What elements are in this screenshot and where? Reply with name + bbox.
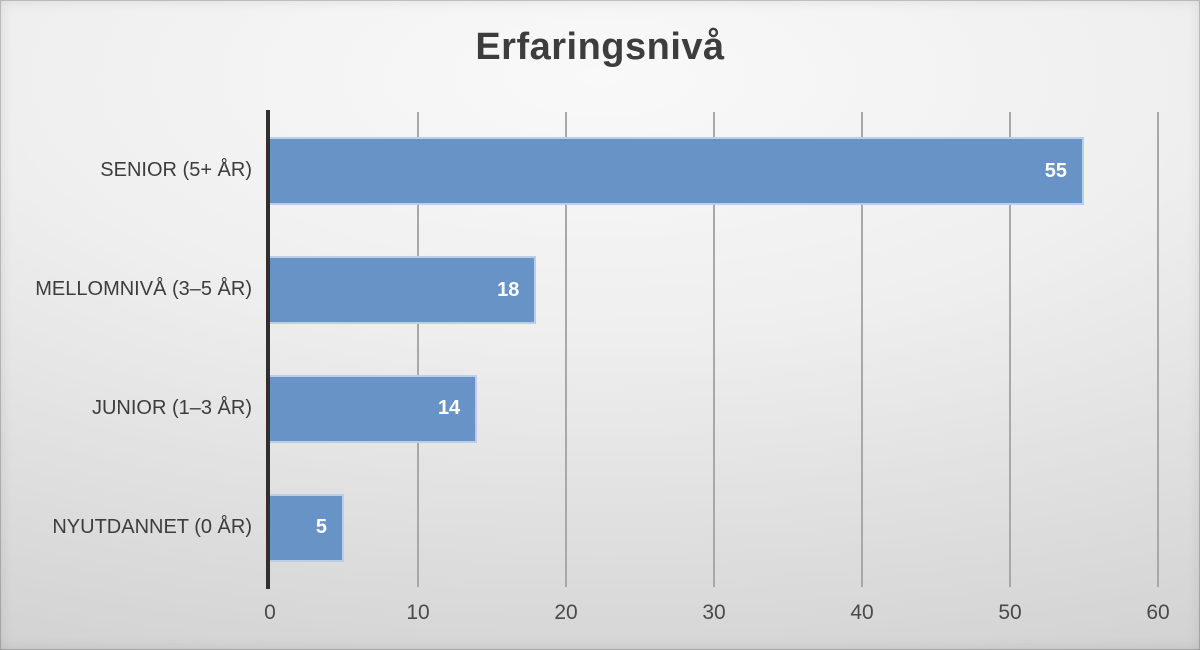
- bar-value-label: 5: [315, 516, 327, 539]
- bar-3: 5: [270, 493, 344, 562]
- bar-0: 55: [270, 137, 1084, 206]
- gridline-x40: [861, 112, 863, 587]
- x-tick-label-10: 10: [406, 601, 430, 624]
- bar-value-label: 18: [497, 278, 520, 301]
- category-label-2: JUNIOR (1–3 ÅR): [91, 396, 252, 419]
- x-tick-label-0: 0: [264, 601, 276, 624]
- x-tick-label-20: 20: [554, 601, 578, 624]
- chart-title: Erfaringsnivå: [475, 26, 725, 68]
- gridline-x10: [417, 112, 419, 587]
- bar-value-label: 55: [1044, 159, 1067, 182]
- x-tick-label-30: 30: [702, 601, 726, 624]
- bar-2: 14: [270, 374, 478, 443]
- bar-value-label: 14: [437, 397, 461, 420]
- gridline-x30: [713, 112, 715, 587]
- y-axis-line: [266, 110, 270, 589]
- gridline-x50: [1009, 112, 1011, 587]
- x-tick-label-40: 40: [850, 601, 874, 624]
- gridline-x60: [1157, 112, 1159, 587]
- bar-1: 18: [270, 256, 537, 325]
- category-label-0: SENIOR (5+ ÅR): [100, 159, 252, 182]
- category-label-3: NYUTDANNET (0 ÅR): [52, 515, 252, 538]
- x-tick-label-50: 50: [998, 601, 1022, 624]
- x-tick-label-60: 60: [1146, 601, 1170, 624]
- plot-area: 55 18 14 5: [266, 110, 1159, 589]
- category-label-1: MELLOMNIVÅ (3–5 ÅR): [35, 278, 252, 301]
- gridline-x20: [565, 112, 567, 587]
